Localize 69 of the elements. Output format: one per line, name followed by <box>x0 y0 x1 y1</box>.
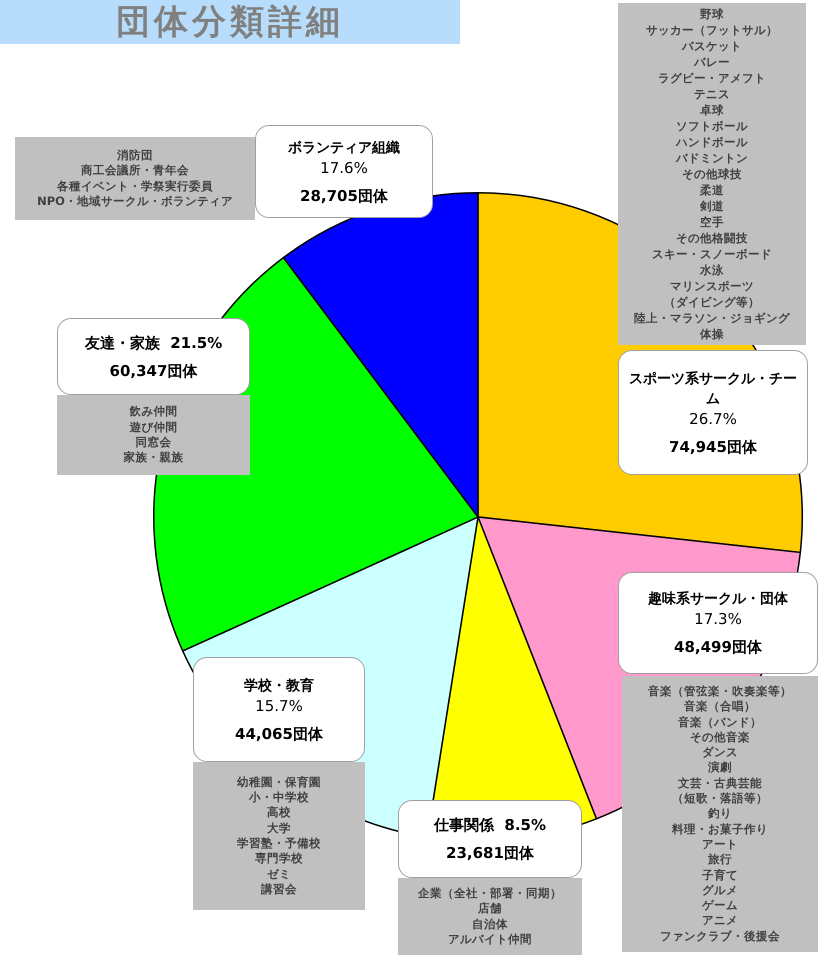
text: ゼミ <box>266 866 292 882</box>
data-label: 26.7% 74,945団体 <box>669 408 757 456</box>
text: その他音楽 <box>689 730 751 746</box>
text: 空手 <box>699 214 725 230</box>
text: 音楽（バンド） <box>677 714 763 730</box>
text: 家族・親族 <box>124 450 184 466</box>
slice-label: 学校・教育 <box>243 676 315 696</box>
text: 各種イベント・学祭実行委員 <box>56 178 214 194</box>
text: 柔道 <box>699 182 725 198</box>
text: 同窓会 <box>134 435 172 450</box>
text: 商工会議所・青年会 <box>80 163 190 178</box>
slice-label: 友達・家族 <box>84 334 160 352</box>
text: バスケット <box>680 38 743 54</box>
text: その他球技 <box>681 166 743 182</box>
text: 大学 <box>266 820 292 836</box>
text: NPO・地域サークル・ボランティア <box>37 194 233 210</box>
text: サッカー（フットサル） <box>645 22 779 38</box>
text: スキー・スノーボード <box>651 246 773 262</box>
text: 音楽（合唱） <box>683 699 757 715</box>
text: 料理・お菓子作り <box>670 822 769 837</box>
text: グルメ <box>701 882 739 898</box>
text: 野球 <box>699 6 725 22</box>
slice-label: スポーツ系サークル・チーム <box>628 370 798 408</box>
text: 店舗 <box>477 901 503 916</box>
text: 文芸・古典芸能 <box>677 776 763 792</box>
text: アート <box>701 836 739 852</box>
text: マリンスポーツ <box>669 278 755 294</box>
data-label: 15.7% 44,065団体 <box>235 696 323 744</box>
text: ダンス <box>701 745 739 760</box>
text: その他格闘技 <box>675 230 749 246</box>
chart-title: 団体分類詳細 <box>0 0 460 44</box>
text: アルバイト仲間 <box>447 932 533 948</box>
data-label: 17.3% 48,499団体 <box>674 609 762 657</box>
text: 卓球 <box>699 102 725 118</box>
text: 企業（全社・部署・同期） <box>418 886 562 902</box>
slice-label: 趣味系サークル・団体 <box>647 590 789 609</box>
data-label: 17.6% 28,705団体 <box>300 158 388 206</box>
text: 講習会 <box>260 882 298 898</box>
text: 消防団 <box>116 148 154 164</box>
slice-label: ボランティア組織 <box>287 138 401 158</box>
text: 幼稚園・保育園 <box>237 774 321 790</box>
text: テニス <box>693 86 731 102</box>
text: 学習塾・予備校 <box>237 836 321 852</box>
text: 水泳 <box>698 262 725 278</box>
text: バドミントン <box>674 150 749 166</box>
text: 高校 <box>266 805 292 821</box>
text: 演劇 <box>707 760 733 776</box>
text: （短歌・落語等） <box>671 791 769 806</box>
text: 陸上・マラソン・ジョギング <box>634 310 790 326</box>
text: 小・中学校 <box>248 790 310 806</box>
text: 自治体 <box>471 916 509 932</box>
text: （ダイビング等） <box>663 294 761 310</box>
text: ゲーム <box>700 898 739 914</box>
text: 子育て <box>701 868 739 883</box>
text: 旅行 <box>706 852 733 868</box>
text: アニメ <box>701 913 739 929</box>
text: 音楽（管弦楽・吹奏楽等） <box>648 684 792 700</box>
slice-label: 仕事関係 <box>434 816 494 834</box>
text: ファンクラブ・後援会 <box>659 928 781 944</box>
text: ソフトボール <box>675 118 749 134</box>
text: 釣り <box>706 806 733 822</box>
text: ハンドボール <box>674 134 749 150</box>
text: 遊び仲間 <box>128 420 178 435</box>
text: 剣道 <box>698 198 725 214</box>
text: ラグビー・アメフト <box>657 70 767 86</box>
text: バレー <box>692 54 731 70</box>
text: 飲み仲間 <box>128 404 178 420</box>
text: 体操 <box>698 326 725 342</box>
text: 専門学校 <box>254 851 304 867</box>
